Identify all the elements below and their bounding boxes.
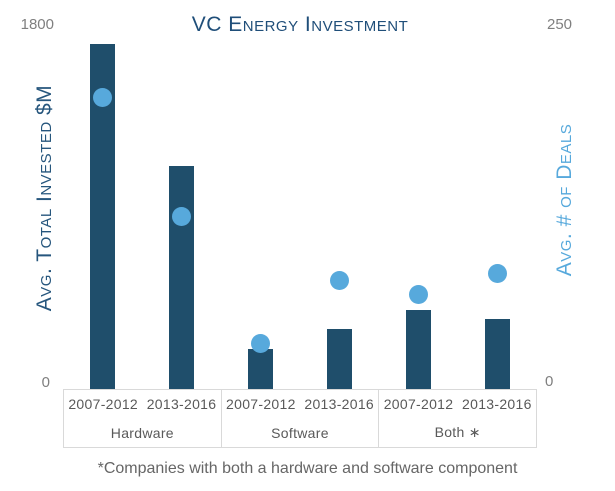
group-label-software: Software [271, 424, 329, 441]
category-label: 2007-2012 [226, 396, 296, 413]
category-label: 2013-2016 [462, 396, 532, 413]
bar-both-2013-2016 [485, 319, 510, 389]
bar-software-2007-2012 [248, 349, 273, 389]
group-label-both: Both ∗ [434, 424, 481, 441]
marker-software-2007-2012 [251, 334, 270, 354]
plot-area [63, 24, 537, 389]
right-axis-max-tick: 250 [547, 16, 573, 33]
marker-both-2013-2016 [488, 264, 507, 284]
chart-title: VC Energy Investment [191, 13, 409, 36]
category-label: 2007-2012 [383, 396, 454, 413]
footnote: *Companies with both a hardware and soft… [97, 460, 518, 477]
left-axis-min-tick: 0 [41, 374, 50, 391]
marker-both-2007-2012 [409, 284, 428, 304]
group-label-hardware: Hardware [110, 424, 174, 441]
category-group-both: 2007-2012 2013-2016 Both ∗ [378, 390, 538, 447]
right-axis-title: Avg. # of Deals [553, 123, 576, 277]
marker-software-2013-2016 [330, 271, 349, 291]
bar-both-2007-2012 [406, 309, 431, 389]
right-axis-min-tick: 0 [545, 373, 554, 390]
category-group-hardware: 2007-2012 2013-2016 Hardware [63, 390, 221, 447]
category-axis: 2007-2012 2013-2016 Hardware 2007-2012 2… [63, 389, 538, 448]
category-label: 2013-2016 [304, 396, 375, 413]
category-label: 2013-2016 [146, 396, 217, 413]
category-group-software: 2007-2012 2013-2016 Software [220, 390, 379, 447]
category-label: 2007-2012 [68, 396, 138, 413]
bar-software-2013-2016 [327, 329, 352, 389]
marker-hardware-2013-2016 [172, 207, 191, 227]
left-axis-title: Avg. Total Invested $M [33, 84, 56, 312]
left-axis-max-tick: 1800 [20, 16, 54, 33]
marker-hardware-2007-2012 [93, 87, 112, 107]
bar-hardware-2013-2016 [169, 165, 194, 389]
